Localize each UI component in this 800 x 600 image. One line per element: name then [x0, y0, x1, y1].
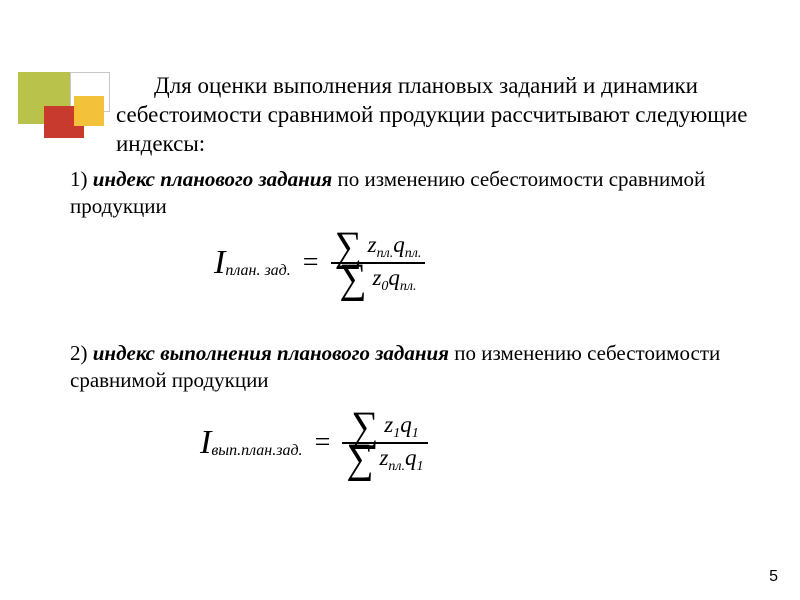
- formula1-num-term: zпл.qпл.: [368, 232, 422, 262]
- item2-bold: индекс выполнения планового задания: [93, 341, 449, 365]
- intro-paragraph: Для оценки выполнения плановых заданий и…: [116, 72, 756, 158]
- formula-1: Iплан. зад. = ∑ zпл.qпл. ∑ z0qпл.: [214, 232, 425, 295]
- formula1-den-term: z0qпл.: [372, 265, 416, 295]
- equals-sign: =: [303, 247, 319, 279]
- formula2-denominator: ∑ zпл.q1: [342, 444, 427, 474]
- formula2-fraction: ∑ z1q1 ∑ zпл.q1: [342, 412, 427, 475]
- intro-text: Для оценки выполнения плановых заданий и…: [116, 73, 748, 156]
- list-item-2: 2) индекс выполнения планового задания п…: [70, 340, 754, 394]
- corner-decoration: [18, 72, 110, 138]
- sigma-icon: ∑: [339, 263, 366, 296]
- item1-bold: индекс планового задания: [93, 167, 332, 191]
- item1-lead: 1): [70, 167, 93, 191]
- formula1-fraction: ∑ zпл.qпл. ∑ z0qпл.: [331, 232, 426, 295]
- formula2-lhs-sub: вып.план.зад.: [211, 442, 302, 459]
- equals-sign: =: [315, 427, 331, 459]
- formula1-denominator: ∑ z0qпл.: [331, 264, 426, 294]
- decor-square: [74, 96, 104, 126]
- formula-2: Iвып.план.зад. = ∑ z1q1 ∑ zпл.q1: [200, 412, 428, 475]
- slide: Для оценки выполнения плановых заданий и…: [0, 0, 800, 600]
- page-number: 5: [769, 568, 778, 586]
- formula2-I: I: [200, 424, 211, 462]
- item2-lead: 2): [70, 341, 93, 365]
- formula2-num-term: z1q1: [384, 412, 418, 442]
- formula2-den-term: zпл.q1: [379, 445, 423, 475]
- sigma-icon: ∑: [346, 443, 373, 476]
- list-item-1: 1) индекс планового задания по изменению…: [70, 166, 754, 220]
- formula1-lhs-sub: план. зад.: [225, 262, 290, 279]
- formula1-I: I: [214, 244, 225, 282]
